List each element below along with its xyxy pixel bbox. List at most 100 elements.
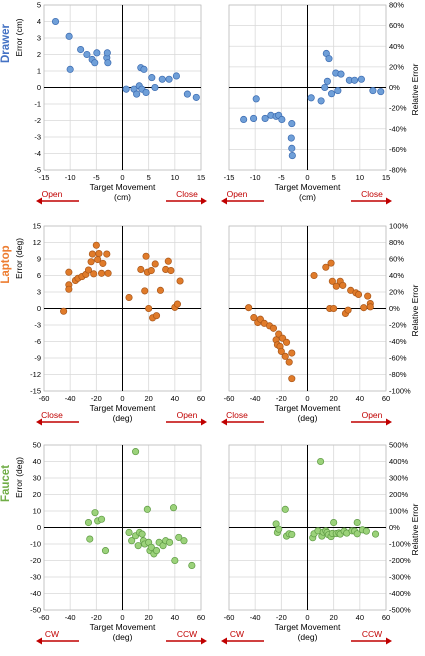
drawer-relative-data-point	[323, 77, 331, 85]
drawer-absolute-y-tick-label: -1	[34, 100, 41, 109]
drawer-absolute-x-tick-label: -15	[39, 173, 50, 182]
laptop-absolute-y-tick-label: -12	[30, 370, 41, 379]
faucet-relative-x-tick-label: -40	[250, 613, 261, 622]
faucet-relative-right-arrowhead-icon	[386, 637, 392, 645]
faucet-absolute-y-tick-label: 10	[33, 507, 41, 516]
faucet-absolute-data-point	[152, 547, 161, 555]
laptop-relative-right-arrowhead-icon	[386, 418, 392, 426]
drawer-absolute-x-tick-label: 10	[171, 173, 179, 182]
drawer-relative-x-tick-label: 5	[332, 173, 336, 182]
laptop-absolute-y-tick-label: -3	[34, 321, 41, 330]
drawer-absolute-data-point	[83, 50, 91, 59]
drawer-absolute-data-point	[192, 93, 200, 101]
faucet-relative-x-tick-label: 60	[382, 613, 390, 622]
drawer-relative-y-tick-label: 80%	[389, 1, 404, 10]
drawer-absolute-y-tick-label: 3	[37, 34, 41, 43]
faucet-relative-x-tick-label: -20	[276, 613, 287, 622]
drawer-relative-data-point	[317, 97, 325, 105]
faucet-relative-data-point	[275, 525, 283, 533]
drawer-relative-y-tick-label: -40%	[389, 124, 407, 133]
faucet-absolute-x-tick-label: 20	[144, 613, 152, 622]
drawer-absolute-data-point	[165, 75, 173, 83]
faucet-relative-data-point	[317, 457, 325, 466]
faucet-relative-data-point	[353, 530, 361, 538]
laptop-relative-x-axis-label-line1: Target Movement	[275, 403, 341, 413]
drawer-relative-right-arrowhead-icon	[386, 197, 392, 205]
laptop-absolute-data-point	[65, 285, 73, 293]
laptop-relative-data-point	[327, 259, 335, 267]
faucet-absolute-data-point	[138, 530, 146, 538]
laptop-relative-data-point	[288, 375, 296, 383]
laptop-absolute-y-tick-label: 0	[37, 304, 41, 313]
axes-layer	[36, 5, 392, 645]
faucet-absolute-data-point	[169, 504, 178, 512]
drawer-relative-data-point	[288, 152, 296, 160]
faucet-absolute-left-direction-label: CW	[45, 629, 59, 639]
faucet-absolute-y-tick-label: 30	[33, 474, 41, 483]
row-label-faucet: Faucet	[0, 465, 12, 502]
laptop-absolute-x-tick-label: -40	[65, 394, 76, 403]
drawer-relative-data-point	[334, 87, 342, 95]
drawer-absolute-data-point	[183, 90, 191, 98]
laptop-absolute-x-axis-label-line1: Target Movement	[90, 403, 156, 413]
laptop-relative-data-point	[330, 304, 338, 313]
laptop-relative-data-point	[339, 281, 347, 289]
laptop-absolute-y-tick-label: 12	[33, 238, 41, 247]
drawer-relative-y-axis-label: Relative Error	[410, 63, 420, 115]
drawer-absolute-x-axis-label-line1: Target Movement	[90, 182, 156, 192]
laptop-relative-y-tick-label: 100%	[389, 222, 409, 231]
faucet-absolute-data-point	[166, 538, 174, 546]
drawer-relative-data-point	[278, 115, 286, 124]
drawer-relative-data-point	[250, 114, 258, 122]
faucet-absolute-x-axis-label-line2: (deg)	[113, 632, 133, 642]
laptop-relative-y-tick-label: 60%	[389, 255, 404, 264]
laptop-absolute-data-point	[92, 241, 100, 249]
faucet-relative-data-point	[371, 530, 380, 538]
drawer-relative-x-axis-label-line1: Target Movement	[275, 182, 341, 192]
faucet-absolute-x-tick-label: 40	[171, 613, 179, 622]
drawer-relative-data-point	[307, 94, 315, 102]
drawer-relative-data-point	[287, 134, 295, 142]
laptop-absolute-data-point	[151, 260, 159, 268]
laptop-relative-data-point	[322, 263, 330, 271]
laptop-absolute-left-arrowhead-icon	[36, 418, 42, 426]
laptop-absolute-x-tick-label: 0	[120, 394, 124, 403]
drawer-absolute-data-point	[51, 17, 60, 26]
laptop-relative-data-point	[310, 271, 318, 280]
laptop-relative-data-point	[344, 306, 352, 314]
faucet-absolute-x-tick-label: -40	[65, 613, 76, 622]
laptop-absolute-x-tick-label: -20	[91, 394, 102, 403]
row-label-laptop: Laptop	[0, 245, 12, 283]
laptop-absolute-data-point	[60, 307, 68, 315]
faucet-relative-y-tick-label: 500%	[389, 441, 409, 450]
drawer-relative-x-axis-label-line2: (cm)	[299, 192, 316, 202]
drawer-relative-data-point	[288, 120, 296, 128]
drawer-absolute-right-arrowhead-icon	[201, 197, 207, 205]
laptop-relative-x-tick-label: -20	[276, 394, 287, 403]
laptop-absolute-data-point	[176, 277, 184, 285]
drawer-relative-data-point	[325, 55, 333, 63]
faucet-absolute-y-tick-label: 20	[33, 490, 41, 499]
drawer-relative-y-tick-label: -60%	[389, 145, 407, 154]
laptop-absolute-data-point	[98, 269, 106, 277]
laptop-relative-y-tick-label: 0%	[389, 304, 400, 313]
laptop-relative-left-direction-label: Close	[226, 410, 248, 420]
laptop-absolute-y-tick-label: -15	[30, 387, 41, 396]
faucet-absolute-x-tick-label: 60	[197, 613, 205, 622]
laptop-relative-data-point	[364, 292, 372, 300]
laptop-absolute-data-point	[65, 268, 73, 276]
drawer-relative-data-point	[351, 76, 359, 84]
laptop-absolute-data-point	[90, 270, 98, 278]
drawer-absolute-data-point	[91, 59, 99, 67]
drawer-absolute-data-point	[148, 74, 156, 82]
drawer-relative-data-point	[369, 87, 377, 95]
laptop-relative-x-axis-label-line2: (deg)	[298, 413, 318, 423]
drawer-absolute-left-arrowhead-icon	[36, 197, 42, 205]
laptop-relative-y-tick-label: -60%	[389, 354, 407, 363]
laptop-absolute-data-point	[104, 269, 112, 277]
points-layer	[51, 17, 385, 570]
laptop-absolute-data-point	[164, 257, 172, 265]
faucet-absolute-x-axis-label-line1: Target Movement	[90, 622, 156, 632]
drawer-relative-x-tick-label: -10	[250, 173, 261, 182]
